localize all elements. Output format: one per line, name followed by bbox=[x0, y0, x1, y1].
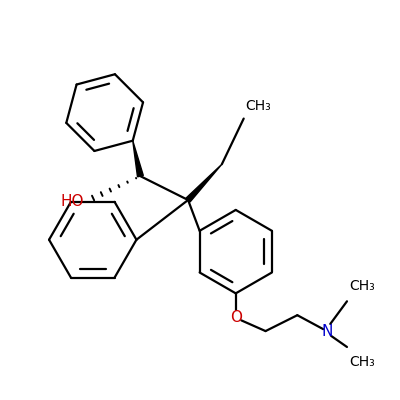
Polygon shape bbox=[186, 164, 222, 202]
Text: N: N bbox=[322, 324, 333, 338]
Text: CH₃: CH₃ bbox=[246, 99, 272, 113]
Text: CH₃: CH₃ bbox=[349, 279, 375, 293]
Text: HO: HO bbox=[60, 194, 84, 210]
Polygon shape bbox=[133, 141, 143, 177]
Text: O: O bbox=[230, 310, 242, 325]
Text: CH₃: CH₃ bbox=[349, 355, 375, 369]
